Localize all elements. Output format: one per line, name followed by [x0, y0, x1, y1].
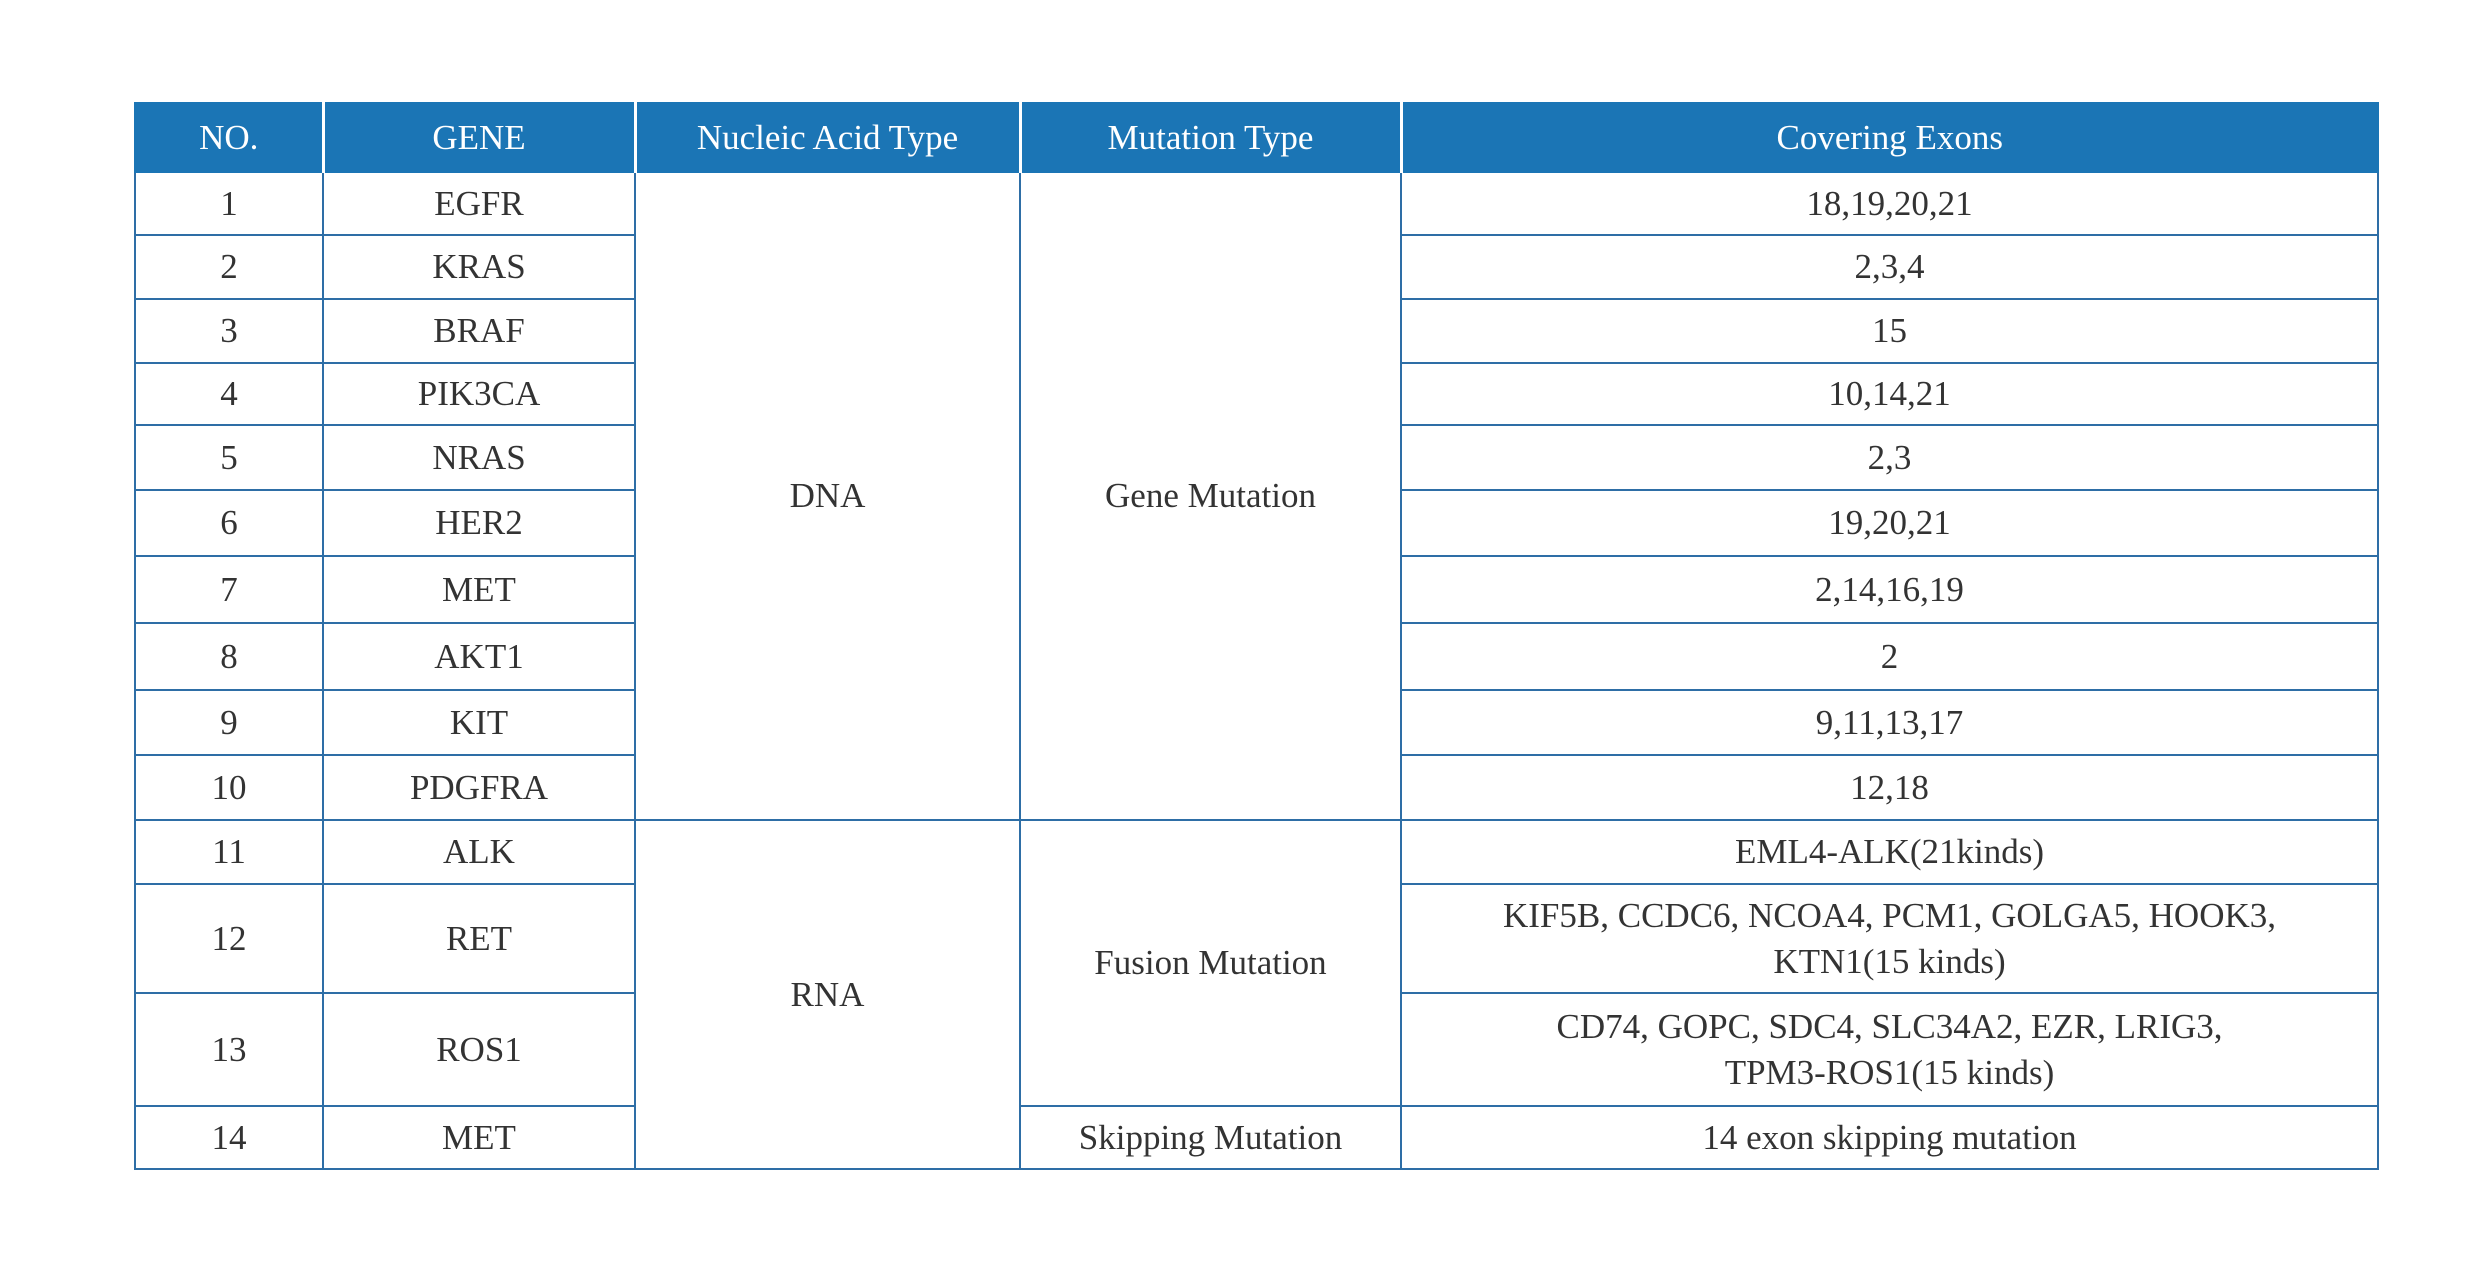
table-cell: EML4-ALK(21kinds)	[1400, 819, 2379, 885]
table-cell: 2,3	[1400, 424, 2379, 491]
table-cell: DNA	[634, 171, 1021, 821]
table-row: 7 MET 2,14,16,19	[134, 555, 2379, 624]
table-row: 5 NRAS 2,3	[134, 424, 2379, 491]
table-row: 8 AKT1 2	[134, 622, 2379, 691]
table-cell: 14	[134, 1105, 324, 1170]
table-cell: 7	[134, 555, 324, 624]
table-row: 2 KRAS 2,3,4	[134, 234, 2379, 300]
header-cell: GENE	[321, 102, 637, 173]
table-row: 3 BRAF 15	[134, 298, 2379, 364]
table-cell: PIK3CA	[322, 362, 636, 426]
table-cell: 15	[1400, 298, 2379, 364]
table-cell: 8	[134, 622, 324, 691]
table-cell: ROS1	[322, 992, 636, 1107]
table-cell: 13	[134, 992, 324, 1107]
table-row: 1 EGFR DNA Gene Mutation 18,19,20,21	[134, 171, 2379, 821]
table-cell: BRAF	[322, 298, 636, 364]
table-row: 9 KIT 9,11,13,17	[134, 689, 2379, 756]
gene-table: NO. GENE Nucleic Acid Type Mutation Type Cov…	[134, 102, 2379, 1170]
table-cell: 9	[134, 689, 324, 756]
table-cell: 6	[134, 489, 324, 557]
table-cell: 14 exon skipping mutation	[1400, 1105, 2379, 1170]
table-cell: 2	[134, 234, 324, 300]
table-cell: 19,20,21	[1400, 489, 2379, 557]
table-cell: 10,14,21	[1400, 362, 2379, 426]
table-cell: RET	[322, 883, 636, 994]
header-cell: Mutation Type	[1018, 102, 1403, 173]
header-row: NO. GENE Nucleic Acid Type Mutation Type Cov…	[134, 102, 2379, 173]
table-cell: CD74, GOPC, SDC4, SLC34A2, EZR, LRIG3, T…	[1400, 992, 2379, 1107]
table-cell: 10	[134, 754, 324, 821]
table-row: 14 MET Skipping Mutation 14 exon skipping m…	[134, 1105, 2379, 1170]
table-cell: KIT	[322, 689, 636, 756]
table-row: 10 PDGFRA 12,18	[134, 754, 2379, 821]
table-cell: 2	[1400, 622, 2379, 691]
table-cell: AKT1	[322, 622, 636, 691]
table-cell: 12	[134, 883, 324, 994]
table-cell: NRAS	[322, 424, 636, 491]
table-cell: KIF5B, CCDC6, NCOA4, PCM1, GOLGA5, HOOK3…	[1400, 883, 2379, 994]
table-row: 13 ROS1 CD74, GOPC, SDC4, SLC34A2, EZR, LR…	[134, 992, 2379, 1107]
table-row: 11 ALK RNA Fusion Mutation EML4-ALK(21kinds)	[134, 819, 2379, 1170]
table-cell: EGFR	[322, 171, 636, 236]
table-cell: MET	[322, 1105, 636, 1170]
table-row: 6 HER2 19,20,21	[134, 489, 2379, 557]
table-row: 12 RET KIF5B, CCDC6, NCOA4, PCM1, GOLGA5, …	[134, 883, 2379, 994]
table-cell: 2,14,16,19	[1400, 555, 2379, 624]
table-cell: Skipping Mutation	[1019, 1105, 1402, 1170]
table-cell: Gene Mutation	[1019, 171, 1402, 821]
table-cell: 18,19,20,21	[1400, 171, 2379, 236]
table-cell: Fusion Mutation	[1019, 819, 1402, 1107]
table-cell: 4	[134, 362, 324, 426]
table-cell: 12,18	[1400, 754, 2379, 821]
table-cell: 9,11,13,17	[1400, 689, 2379, 756]
header-cell: Nucleic Acid Type	[633, 102, 1022, 173]
table-row: 4 PIK3CA 10,14,21	[134, 362, 2379, 426]
table-cell: RNA	[634, 819, 1021, 1170]
table-cell: HER2	[322, 489, 636, 557]
header-cell: NO.	[134, 102, 325, 173]
table-cell: 11	[134, 819, 324, 885]
table-cell: 3	[134, 298, 324, 364]
table-cell: 2,3,4	[1400, 234, 2379, 300]
table-cell: ALK	[322, 819, 636, 885]
table-cell: 1	[134, 171, 324, 236]
table-cell: 5	[134, 424, 324, 491]
table-cell: KRAS	[322, 234, 636, 300]
table-cell: MET	[322, 555, 636, 624]
header-cell: Covering Exons	[1399, 102, 2379, 173]
table-cell: PDGFRA	[322, 754, 636, 821]
